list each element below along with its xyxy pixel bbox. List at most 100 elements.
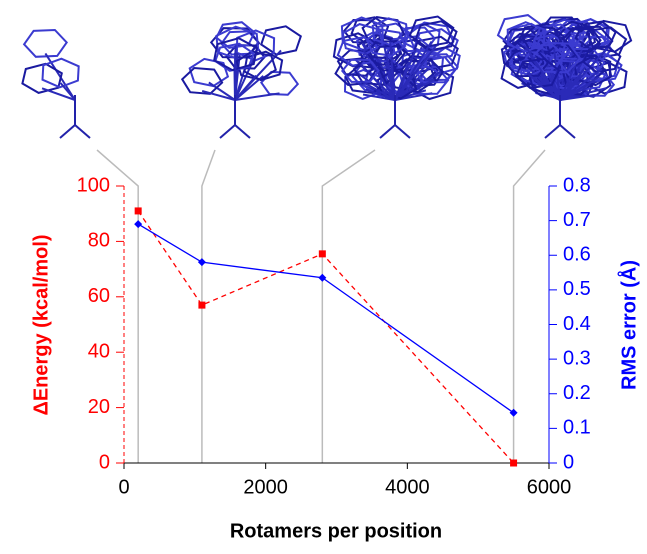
ring [376,69,418,100]
ring [547,29,586,57]
bond [559,68,603,101]
connector-line [201,149,216,463]
ring [504,49,550,78]
x-tick-label: 0 [118,476,129,498]
bond [234,55,257,101]
ring [514,57,561,89]
ring [524,43,565,71]
y2-tick-label: 0.1 [563,417,591,439]
x-tick-label: 4000 [385,476,430,498]
ring [371,17,409,47]
y2-axis-label: RMS error (Å) [616,260,640,390]
series-line [137,223,514,414]
ring [563,25,614,58]
ring [213,37,259,72]
bond [201,89,236,101]
bond [389,41,396,101]
ring [412,56,457,84]
stem [544,124,561,139]
y2-tick-label: 0.4 [563,313,591,335]
ring [260,25,302,56]
stem [219,124,236,139]
y-tick-label: 80 [88,230,110,252]
series-line [137,210,515,464]
ring [370,44,412,72]
molecule-image [332,15,461,139]
bond [59,82,76,101]
y2-tick-label: 0.8 [563,174,591,196]
y-tick-label: 20 [88,396,110,418]
ring [516,23,565,57]
bond [234,92,280,101]
bond [361,48,396,101]
y-tick-label: 0 [99,451,110,473]
y2-tick-label: 0.3 [563,347,591,369]
y2-tick-label: 0.6 [563,244,591,266]
ring [344,64,388,95]
ring [235,50,277,81]
y-tick-label: 40 [88,340,110,362]
y2-tick-label: 0.2 [563,382,591,404]
x-tick-label: 6000 [527,476,572,498]
bond [41,87,76,101]
x-axis-label: Rotamers per position [230,520,442,542]
ring [414,20,458,52]
connector-line [96,149,139,463]
marker [510,459,518,467]
ring [401,59,445,88]
ring [21,62,63,94]
ring [531,41,582,74]
marker [197,258,206,267]
stem [559,124,576,139]
ring [22,28,68,58]
ring [561,27,602,53]
bond [234,64,237,101]
bond [394,61,410,101]
marker [509,408,518,417]
marker [318,273,327,282]
ring [215,21,256,49]
stem [59,124,76,139]
bond [536,82,561,101]
ring [243,50,284,82]
ring [365,28,407,57]
y-tick-label: 60 [88,285,110,307]
y2-tick-label: 0.5 [563,278,591,300]
bond [525,46,561,101]
molecule-image [21,28,91,139]
ring [180,66,224,95]
bond [234,74,258,101]
bond [385,52,396,101]
molecule-image [180,21,302,139]
stem [74,124,91,139]
y2-tick-label: 0 [563,451,574,473]
marker [134,220,143,229]
marker [134,207,142,215]
y-tick-label: 100 [77,174,110,196]
ring [582,45,622,73]
ring [41,57,80,89]
y-axis-label: ΔEnergy (kcal/mol) [30,234,52,415]
stem [234,124,251,139]
marker [318,250,326,258]
ring [341,23,384,55]
bond [559,93,596,101]
bond [559,45,610,101]
bond [394,41,433,101]
ring [188,57,230,88]
ring [408,15,455,48]
connector-line [512,149,546,463]
ring [521,25,563,54]
stem [379,124,396,139]
bond [359,79,396,101]
ring [506,21,546,53]
x-tick-label: 2000 [243,476,288,498]
ring [209,27,261,59]
y2-tick-label: 0.7 [563,209,591,231]
molecule-image [496,14,633,139]
stem [394,124,411,139]
bond [559,49,583,101]
connector-line [321,149,376,463]
bond [208,81,236,101]
